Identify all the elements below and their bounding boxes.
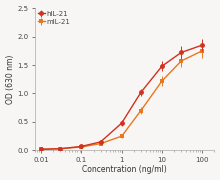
Legend: hIL-21, mIL-21: hIL-21, mIL-21 [37, 10, 71, 25]
Y-axis label: OD (630 nm): OD (630 nm) [6, 55, 15, 104]
X-axis label: Concentration (ng/ml): Concentration (ng/ml) [82, 165, 167, 174]
